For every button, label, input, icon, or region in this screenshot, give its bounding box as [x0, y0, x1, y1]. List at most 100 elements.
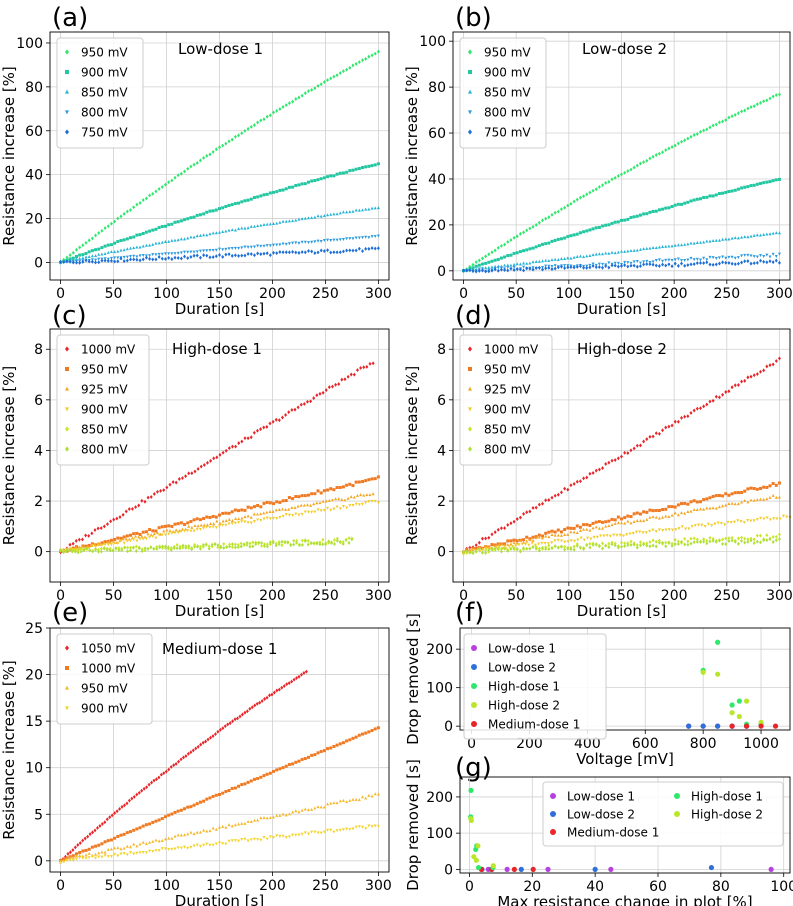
data-point: [154, 189, 158, 194]
data-point: [208, 255, 212, 260]
data-point: [368, 493, 372, 497]
data-point: [702, 196, 706, 200]
data-point: [625, 533, 629, 537]
data-point: [74, 854, 78, 858]
data-point: [620, 517, 623, 521]
data-point: [215, 455, 219, 460]
data-point: [163, 837, 167, 841]
data-point: [758, 723, 764, 729]
data-point: [189, 216, 193, 220]
data-point: [198, 249, 202, 253]
data-point: [172, 546, 176, 551]
data-point: [370, 477, 374, 481]
data-point: [525, 539, 529, 543]
data-point: [654, 544, 658, 549]
data-point: [364, 731, 368, 735]
x-tick-label: 300: [365, 878, 392, 894]
data-point: [141, 840, 145, 844]
data-point: [506, 240, 510, 244]
x-tick-label: 50: [105, 286, 123, 302]
data-point: [573, 539, 577, 543]
data-point: [193, 544, 197, 549]
data-point: [250, 705, 254, 710]
data-point: [135, 844, 139, 848]
data-point: [341, 828, 345, 832]
data-point: [345, 483, 349, 487]
data-point: [312, 502, 316, 506]
data-point: [774, 534, 778, 539]
data-point: [686, 502, 690, 506]
data-point: [683, 138, 687, 143]
data-point: [692, 536, 696, 541]
data-point: [202, 526, 206, 530]
data-point: [287, 185, 291, 189]
data-point: [490, 543, 494, 547]
data-point: [233, 508, 237, 512]
data-point: [74, 247, 78, 252]
data-point: [71, 260, 75, 265]
data-point: [280, 543, 284, 548]
data-point: [610, 458, 614, 463]
data-point: [125, 258, 129, 263]
data-point: [661, 515, 665, 519]
data-point: [284, 250, 288, 255]
data-point: [490, 268, 494, 273]
data-point: [305, 399, 309, 404]
data-point: [657, 538, 661, 543]
data-point: [277, 508, 281, 512]
data-point: [755, 182, 759, 186]
data-point: [233, 202, 237, 206]
data-point: [246, 245, 250, 249]
data-point: [183, 529, 187, 533]
data-point: [319, 749, 323, 753]
data-point: [144, 530, 148, 534]
data-point: [135, 202, 139, 207]
data-point: [730, 385, 734, 390]
data-point: [278, 834, 282, 838]
data-point: [346, 496, 350, 500]
data-point: [522, 538, 526, 542]
data-point: [316, 831, 320, 835]
data-point: [303, 757, 307, 761]
data-point: [465, 549, 469, 554]
data-point: [293, 506, 297, 510]
data-point: [702, 404, 706, 409]
data-point: [179, 521, 183, 525]
data-point: [170, 238, 174, 242]
data-point: [195, 250, 199, 254]
data-point: [148, 528, 152, 532]
data-point: [227, 252, 231, 257]
data-point: [777, 252, 781, 256]
data-point: [149, 495, 153, 499]
data-point: [657, 264, 661, 268]
data-point: [71, 854, 75, 858]
data-point: [547, 547, 551, 552]
data-point: [93, 828, 97, 833]
data-point: [297, 759, 301, 763]
data-point: [62, 550, 66, 555]
data-point: [344, 538, 348, 543]
data-point: [632, 512, 636, 516]
data-point: [236, 542, 240, 547]
data-point: [287, 812, 291, 816]
x-axis-label: Duration [s]: [577, 300, 666, 318]
data-point: [638, 530, 642, 534]
data-point: [749, 519, 753, 523]
x-tick-label: 100: [153, 878, 180, 894]
data-point: [544, 266, 548, 271]
data-point: [338, 742, 342, 746]
data-point: [509, 253, 513, 257]
data-point: [222, 541, 226, 546]
data-point: [752, 537, 756, 542]
data-point: [287, 835, 291, 839]
data-point: [294, 512, 298, 516]
data-point: [594, 525, 598, 529]
data-point: [113, 219, 117, 224]
data-point: [683, 501, 687, 505]
data-point: [144, 243, 148, 247]
data-point: [341, 69, 345, 74]
y-axis-label: Resistance increase [%]: [403, 366, 421, 546]
data-point: [144, 851, 148, 855]
data-point: [727, 190, 731, 194]
data-point: [322, 249, 326, 254]
